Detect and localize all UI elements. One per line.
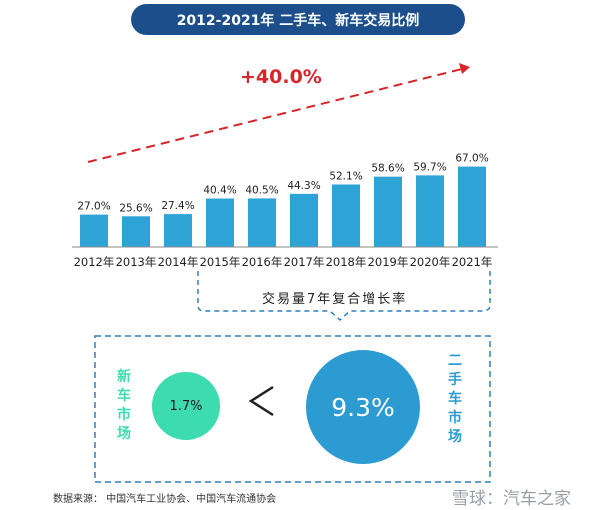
new-car-cagr-circle: 1.7% [152, 372, 220, 440]
bar-value-label-9: 67.0% [455, 153, 488, 165]
used-car-market-label: 二手车市场 [448, 353, 462, 445]
bar-value-label-0: 27.0% [77, 201, 110, 213]
bar-value-label-4: 40.5% [245, 184, 278, 196]
x-tick-label-9: 2021年 [452, 255, 493, 269]
bar-9 [458, 166, 486, 247]
growth-label: +40.0% [240, 66, 322, 88]
growth-arrow-head [459, 63, 470, 74]
used-car-cagr-value: 9.3% [331, 392, 395, 422]
bar-8 [416, 175, 444, 247]
bar-value-label-5: 44.3% [287, 180, 320, 192]
used-car-cagr-circle: 9.3% [306, 350, 420, 464]
x-tick-label-4: 2016年 [242, 255, 283, 269]
bar-value-label-7: 58.6% [371, 163, 404, 175]
x-tick-label-2: 2014年 [158, 255, 199, 269]
x-tick-label-3: 2015年 [200, 255, 241, 269]
growth-trend-arrow [87, 68, 463, 163]
x-tick-label-6: 2018年 [326, 255, 367, 269]
bar-5 [290, 193, 318, 247]
x-tick-label-5: 2017年 [284, 255, 325, 269]
bar-value-label-8: 59.7% [413, 161, 446, 173]
bar-1 [122, 216, 150, 247]
bar-7 [374, 176, 402, 247]
cagr-bracket [197, 271, 491, 322]
less-than-sign [248, 385, 274, 417]
bar-2 [164, 214, 192, 247]
new-car-market-label: 新车市场 [117, 369, 131, 442]
chart-title: 2012-2021年 二手车、新车交易比例 [131, 4, 465, 35]
bar-value-label-2: 27.4% [161, 200, 194, 212]
bar-0 [80, 214, 108, 247]
x-tick-label-7: 2019年 [368, 255, 409, 269]
x-tick-label-1: 2013年 [116, 255, 157, 269]
new-car-cagr-value: 1.7% [169, 398, 203, 414]
data-source: 数据来源： 中国汽车工业协会、中国汽车流通协会 [53, 494, 277, 505]
bar-value-label-6: 52.1% [329, 170, 362, 182]
bar-3 [206, 198, 234, 247]
x-tick-label-8: 2020年 [410, 255, 451, 269]
bar-6 [332, 184, 360, 247]
bar-4 [248, 198, 276, 247]
watermark: 雪球：汽车之家 [452, 489, 571, 509]
x-tick-label-0: 2012年 [74, 255, 115, 269]
bar-value-label-1: 25.6% [119, 202, 152, 214]
cagr-bracket-label: 交易量7年复合增长率 [262, 292, 408, 307]
bar-value-label-3: 40.4% [203, 185, 236, 197]
